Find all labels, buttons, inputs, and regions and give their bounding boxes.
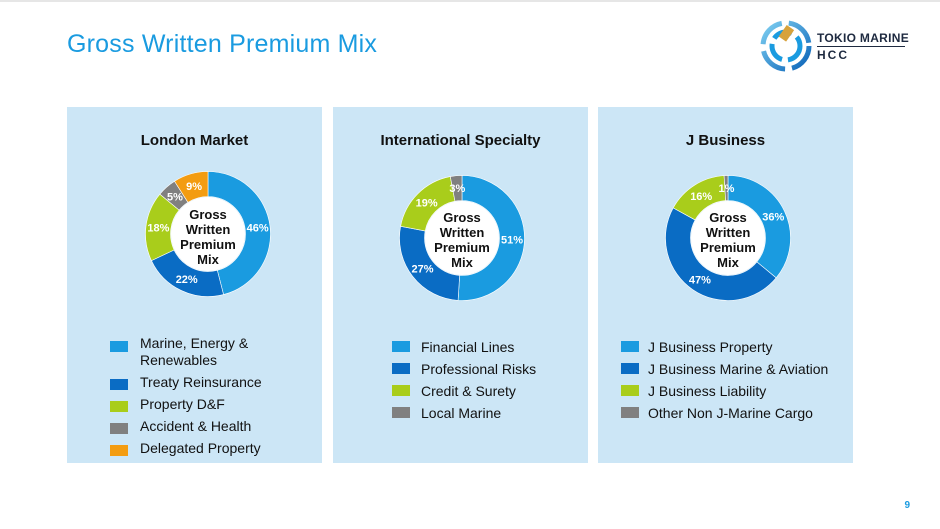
slice-label: 5% (167, 191, 183, 203)
legend-label-line: Marine, Energy & (140, 335, 249, 351)
donut-slice (665, 207, 777, 301)
legend-label-line: Renewables (140, 352, 218, 368)
legend-swatch (392, 341, 410, 352)
legend-swatch (621, 407, 639, 418)
legend-label: Credit & Surety (421, 383, 516, 399)
legend-swatch (110, 445, 128, 456)
donut-chart-j-business: 36% 47% 16% 1% (665, 175, 791, 301)
legend-label: Property D&F (140, 396, 225, 412)
donut-chart-london: 46% 22% 18% 5%9% (145, 171, 271, 297)
logo-divider (817, 46, 905, 47)
legend-label: J Business Marine & Aviation (648, 361, 829, 377)
donut-slice (207, 171, 271, 295)
legend-swatch (110, 379, 128, 390)
legend-label: Financial Lines (421, 339, 515, 355)
page-title: Gross Written Premium Mix (67, 30, 378, 58)
slice-label: 51% (501, 235, 523, 247)
legend-label: Marine, Energy & Renewables (140, 335, 248, 369)
donut-slice (174, 171, 209, 203)
slice-label: 27% (411, 264, 433, 276)
donut-hole (425, 201, 499, 275)
donut-center-label: Gross Written Premium Mix (700, 210, 756, 270)
company-logo: TOKIO MARINE HCC (760, 20, 910, 72)
page-number: 9 (904, 500, 910, 511)
chart-title: London Market (140, 132, 249, 149)
slice-label: 16% (690, 191, 712, 203)
donut-slice (449, 175, 463, 202)
donut-center-label: Gross Written Premium Mix (180, 207, 236, 267)
legend-label: Delegated Property (140, 440, 261, 456)
legend-swatch (110, 401, 128, 412)
slice-label: 22% (176, 274, 198, 286)
panel-london-market: London Market 46% 22% 18% 5% 9% Gross Writte… (67, 107, 322, 463)
donut-hole (171, 197, 245, 271)
top-divider (0, 0, 940, 2)
donut-slice (727, 175, 791, 279)
legend-label: Other Non J-Marine Cargo (648, 405, 813, 421)
logo-mark-icon (760, 20, 812, 72)
slice-label: 36% (762, 212, 784, 224)
legend-swatch (110, 341, 128, 352)
slice-label: 18% (147, 223, 169, 235)
legend-swatch (621, 385, 639, 396)
donut-hole (691, 201, 765, 275)
legend-swatch (621, 363, 639, 374)
legend-label: Accident & Health (140, 418, 252, 434)
logo-text-primary: TOKIO MARINE (817, 31, 910, 45)
legend-label: Treaty Reinsurance (140, 374, 262, 390)
donut-slice (457, 175, 525, 301)
slice-label: 46% (247, 223, 269, 235)
legend-swatch (621, 341, 639, 352)
panel-j-business: J Business 36% 47% 16% 1% Gross Written Pre… (598, 107, 853, 463)
legend-label: J Business Property (648, 339, 773, 355)
legend-label: J Business Liability (648, 383, 767, 399)
panel-international-specialty: International Specialty 51% 27% 19% 3% Gros… (333, 107, 588, 463)
logo-text-secondary: HCC (817, 48, 849, 62)
chart-title: J Business (685, 132, 766, 149)
donut-slice (723, 175, 729, 201)
donut-center-label: Gross Written Premium Mix (434, 210, 490, 270)
donut-chart-international: 51% 27% 19% 3% (399, 175, 525, 301)
slice-label: 47% (689, 274, 711, 286)
chart-title: International Specialty (380, 132, 541, 149)
legend-label: Local Marine (421, 405, 502, 421)
legend-swatch (392, 363, 410, 374)
slice-label: 1% (718, 183, 734, 195)
legend-swatch (392, 385, 410, 396)
legend-swatch (110, 423, 128, 434)
slice-label: 9% (186, 181, 202, 193)
slice-label: 19% (416, 198, 438, 210)
legend-label: Professional Risks (421, 361, 537, 377)
slice-label: 3% (449, 183, 465, 195)
legend-swatch (392, 407, 410, 418)
